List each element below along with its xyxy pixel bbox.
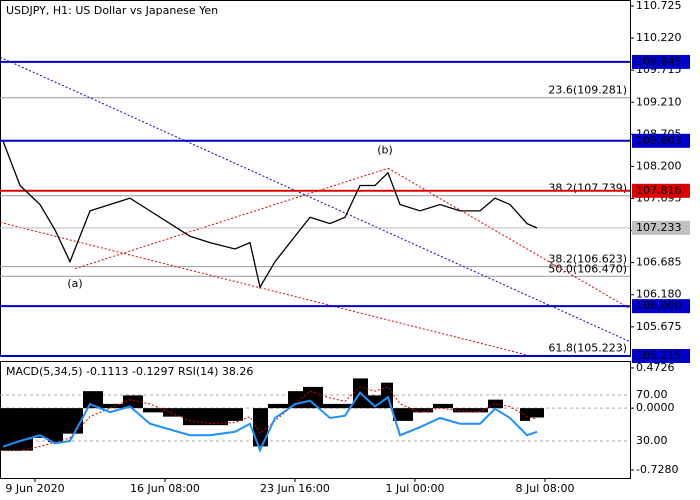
trend-line <box>0 221 531 357</box>
macd-bar <box>303 386 323 409</box>
macd-bar <box>288 391 303 409</box>
macd-bar <box>488 399 503 409</box>
x-tick-label: 9 Jun 2020 <box>5 482 64 495</box>
macd-bar <box>203 408 228 426</box>
macd-bar <box>253 408 268 447</box>
macd-bar <box>0 408 13 451</box>
signal-line <box>3 386 538 452</box>
indicator-title: MACD(5,34,5) -0.1113 -0.1297 RSI(14) 38.… <box>6 365 253 378</box>
macd-bar <box>338 403 353 409</box>
chart-title: USDJPY, H1: US Dollar vs Japanese Yen <box>6 4 218 17</box>
level-label: 108.603 <box>636 134 682 147</box>
level-label: 106.000 <box>636 299 682 312</box>
fib-label: 38.2(107.739) <box>548 182 627 195</box>
x-tick-label: 1 Jul 00:00 <box>386 482 445 495</box>
macd-bar <box>183 408 203 426</box>
macd-bar <box>123 395 143 409</box>
y-tick-label: -0.7280 <box>636 463 678 476</box>
macd-bar <box>393 408 413 421</box>
macd-bar <box>228 408 243 421</box>
fib-label: 38.2(106.623) <box>548 253 627 266</box>
y-tick-label: 106.180 <box>636 288 682 301</box>
x-tick-label: 16 Jun 08:00 <box>130 482 200 495</box>
macd-bar <box>268 403 288 409</box>
macd-bar <box>530 408 544 418</box>
current-price-box <box>632 220 690 235</box>
fib-label: 61.8(105.223) <box>548 341 627 354</box>
y-tick-label: 0.0000 <box>636 401 675 414</box>
x-tick-label: 8 Jul 08:00 <box>516 482 575 495</box>
level-box <box>632 299 690 314</box>
x-tick-label: 23 Jun 16:00 <box>260 482 330 495</box>
y-tick-label: 109.210 <box>636 95 682 108</box>
macd-bar <box>143 408 163 413</box>
macd-bar <box>103 403 123 409</box>
y-tick-label: 110.220 <box>636 31 682 44</box>
macd-bar <box>83 391 103 409</box>
level-label: 109.845 <box>636 55 682 68</box>
level-box <box>632 133 690 148</box>
macd-bar <box>323 403 338 409</box>
macd-bar <box>33 408 48 438</box>
level-label: 107.816 <box>636 184 682 197</box>
macd-bar <box>520 408 530 421</box>
trend-line <box>0 56 631 343</box>
y-tick-label: 110.725 <box>636 0 682 12</box>
y2-tick-label: 30.00 <box>636 434 668 447</box>
y-tick-label: 108.200 <box>636 159 682 172</box>
fib-label: 50.0(106.470) <box>548 262 627 275</box>
macd-bar <box>48 408 63 443</box>
level-box <box>632 349 690 363</box>
macd-bar <box>453 408 473 413</box>
wave-label: (b) <box>377 144 393 157</box>
y-tick-label: 105.675 <box>636 320 682 333</box>
price-line <box>2 140 538 289</box>
y-tick-label: 106.685 <box>636 256 682 269</box>
macd-bar <box>13 408 33 451</box>
y2-tick-label: 70.00 <box>636 388 668 401</box>
indicator-panel <box>0 361 631 479</box>
trend-line <box>387 167 631 310</box>
current-price-label: 107.233 <box>636 221 682 234</box>
level-box <box>632 183 690 198</box>
macd-bar <box>413 408 433 413</box>
main-panel <box>0 0 631 357</box>
macd-bar <box>433 403 453 409</box>
trend-line <box>74 167 389 270</box>
fib-label: 23.6(109.281) <box>548 84 627 97</box>
level-label: 105.215 <box>636 349 682 362</box>
wave-label: (a) <box>67 277 82 290</box>
macd-bar <box>473 408 488 413</box>
macd-bar <box>163 408 183 417</box>
y-tick-label: 0.4726 <box>636 361 675 374</box>
rsi-line <box>2 391 538 453</box>
level-box <box>632 54 690 69</box>
